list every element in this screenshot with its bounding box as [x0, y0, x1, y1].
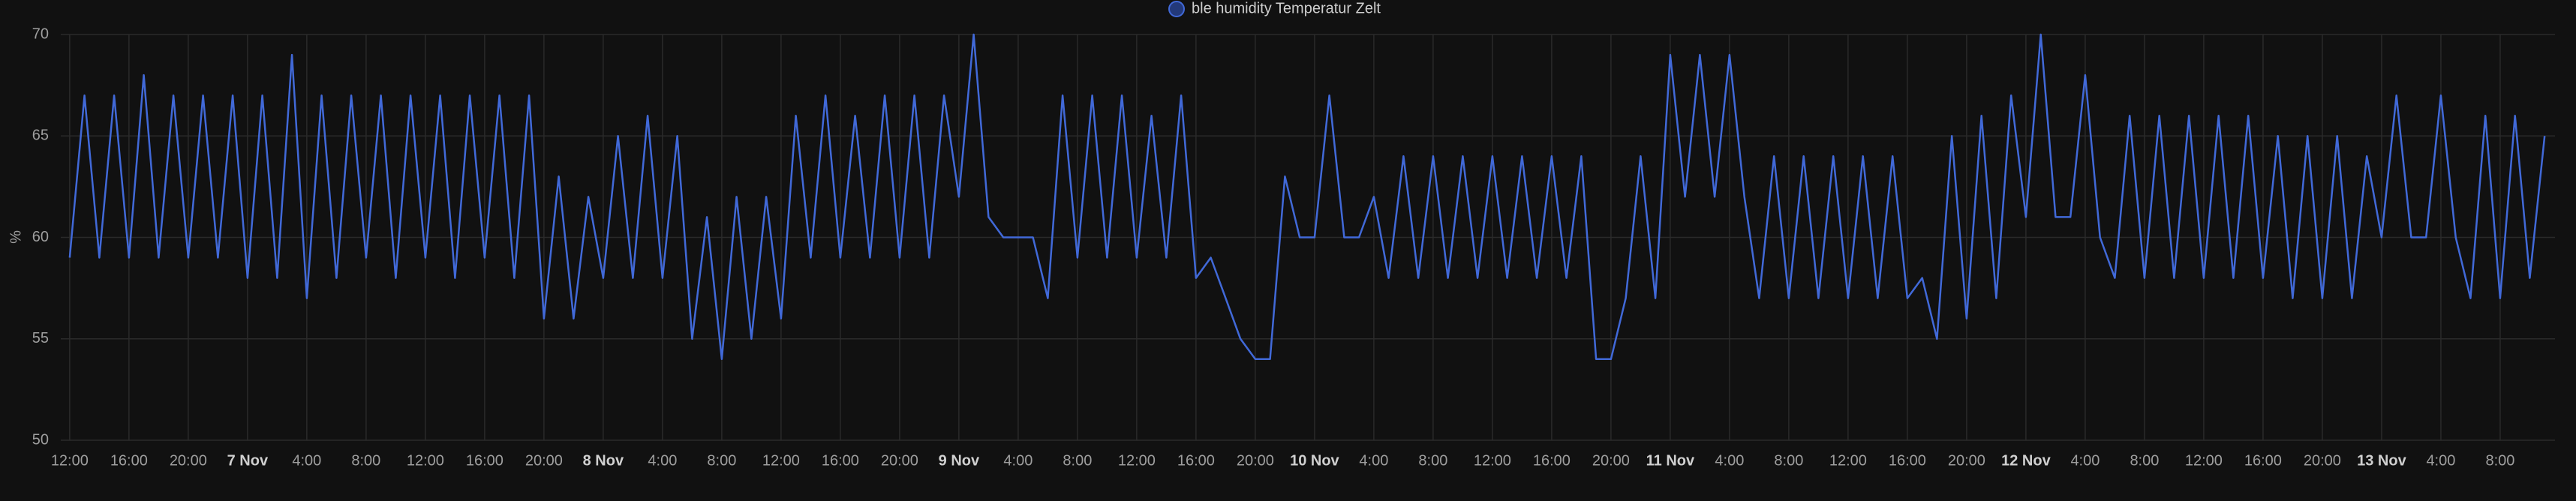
legend-swatch[interactable] — [1168, 1, 1185, 17]
x-tick-label: 12:00 — [1118, 452, 1156, 469]
legend-label[interactable]: ble humidity Temperatur Zelt — [1192, 0, 1381, 16]
x-tick-label: 9 Nov — [939, 452, 980, 469]
x-tick-label: 12:00 — [51, 452, 89, 469]
x-tick-label: 8:00 — [1774, 452, 1803, 469]
x-tick-label: 7 Nov — [227, 452, 269, 469]
x-tick-label: 4:00 — [2070, 452, 2100, 469]
x-tick-label: 8 Nov — [583, 452, 624, 469]
x-tick-label: 4:00 — [1715, 452, 1744, 469]
y-tick-label: 70 — [32, 26, 49, 42]
x-tick-label: 8:00 — [351, 452, 380, 469]
x-tick-label: 13 Nov — [2357, 452, 2406, 469]
y-axis-label: % — [8, 230, 24, 244]
x-tick-label: 12 Nov — [2001, 452, 2051, 469]
x-tick-label: 4:00 — [292, 452, 321, 469]
x-tick-label: 8:00 — [1418, 452, 1447, 469]
x-tick-label: 4:00 — [1003, 452, 1033, 469]
x-tick-label: 12:00 — [2185, 452, 2223, 469]
x-tick-label: 16:00 — [1533, 452, 1571, 469]
y-tick-label: 60 — [32, 229, 49, 245]
x-tick-label: 8:00 — [1063, 452, 1092, 469]
series-line — [68, 33, 2546, 361]
y-tick-label: 65 — [32, 128, 49, 144]
x-tick-label: 11 Nov — [1646, 452, 1695, 469]
x-tick-label: 20:00 — [881, 452, 918, 469]
x-tick-label: 10 Nov — [1290, 452, 1339, 469]
x-tick-label: 20:00 — [525, 452, 563, 469]
x-tick-label: 12:00 — [1474, 452, 1511, 469]
x-tick-label: 8:00 — [2485, 452, 2514, 469]
x-tick-label: 20:00 — [1237, 452, 1274, 469]
x-tick-label: 4:00 — [1359, 452, 1388, 469]
x-tick-label: 12:00 — [407, 452, 444, 469]
x-tick-label: 12:00 — [1829, 452, 1867, 469]
x-tick-label: 20:00 — [1592, 452, 1630, 469]
x-tick-label: 4:00 — [648, 452, 677, 469]
x-tick-label: 16:00 — [110, 452, 148, 469]
x-tick-label: 16:00 — [1177, 452, 1215, 469]
y-tick-label: 50 — [32, 431, 49, 448]
x-tick-label: 16:00 — [2244, 452, 2282, 469]
x-tick-label: 8:00 — [2130, 452, 2159, 469]
x-tick-label: 16:00 — [1889, 452, 1926, 469]
x-tick-label: 20:00 — [2304, 452, 2341, 469]
x-tick-label: 20:00 — [170, 452, 207, 469]
x-tick-label: 4:00 — [2426, 452, 2455, 469]
x-tick-label: 16:00 — [466, 452, 503, 469]
x-tick-label: 8:00 — [707, 452, 736, 469]
y-tick-label: 55 — [32, 330, 49, 346]
x-tick-label: 16:00 — [822, 452, 859, 469]
x-tick-label: 12:00 — [762, 452, 800, 469]
x-tick-label: 20:00 — [1948, 452, 1985, 469]
